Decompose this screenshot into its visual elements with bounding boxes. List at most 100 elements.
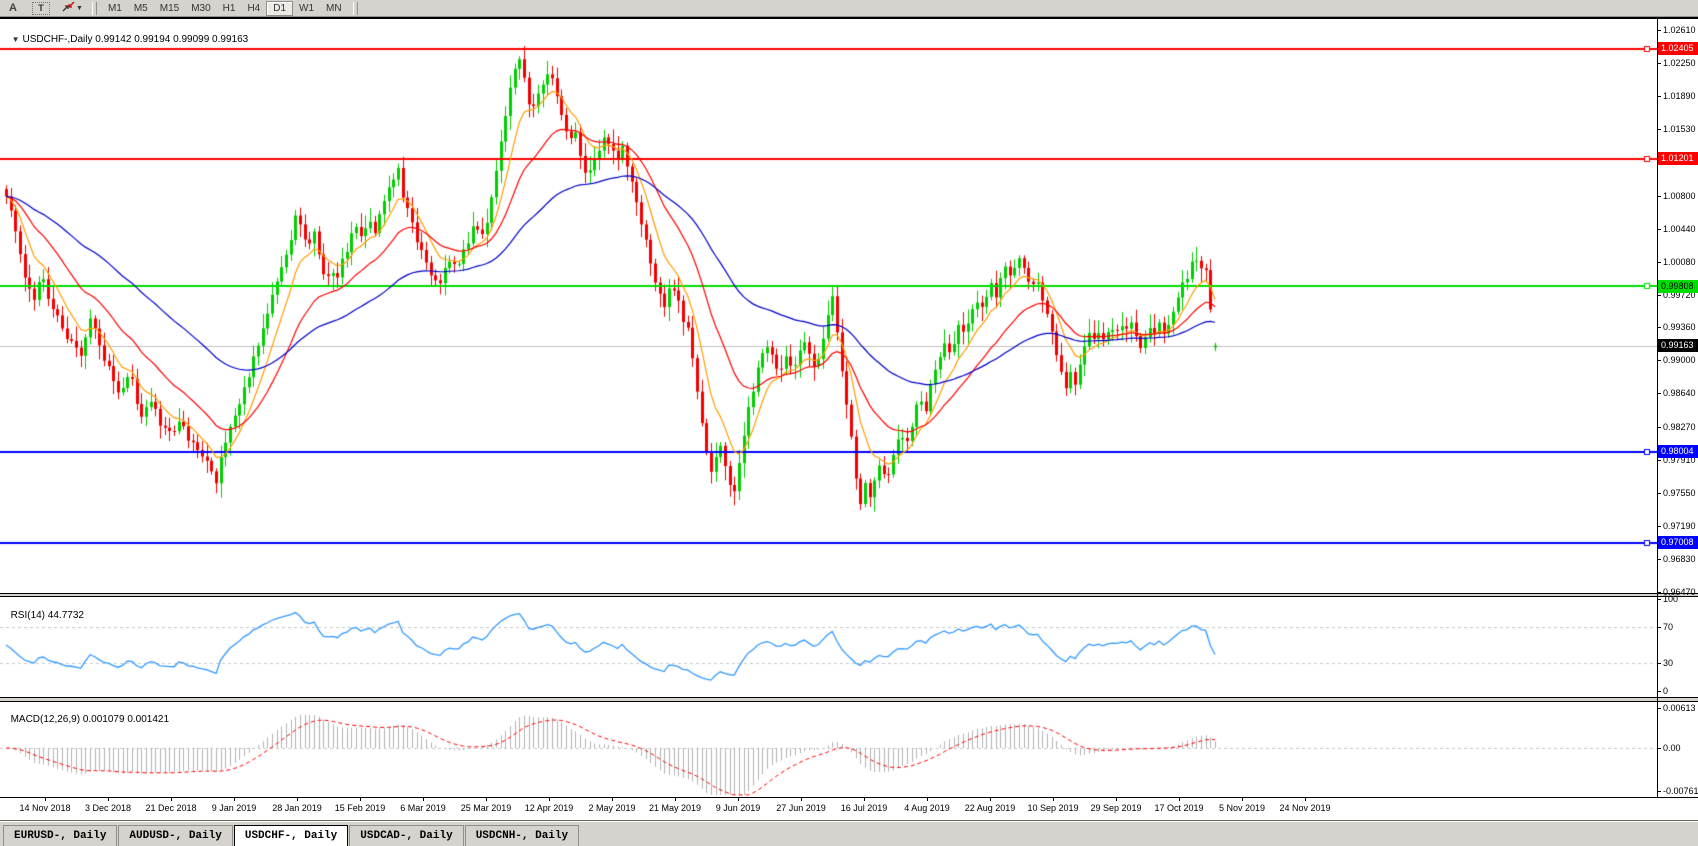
chart-tab-usdchf[interactable]: USDCHF-, Daily xyxy=(233,825,349,846)
date-label: 9 Jun 2019 xyxy=(715,803,761,813)
date-tick xyxy=(1053,798,1054,801)
chart-symbol-period: USDCHF-,Daily xyxy=(22,34,93,45)
rsi-tick-dash xyxy=(1657,627,1661,628)
toolbar-separator xyxy=(91,1,97,15)
text-tool-button[interactable]: T xyxy=(32,1,50,15)
price-tick: 0.99360 xyxy=(1663,322,1696,332)
date-label: 21 May 2019 xyxy=(648,803,702,813)
rsi-indicator-canvas[interactable] xyxy=(0,597,1657,697)
chart-tab-usdcad[interactable]: USDCAD-, Daily xyxy=(349,825,464,846)
price-tick-dash xyxy=(1657,63,1661,64)
chart-tab-usdcnh[interactable]: USDCNH-, Daily xyxy=(464,825,580,846)
date-label: 22 Aug 2019 xyxy=(964,803,1016,813)
date-tick xyxy=(612,798,613,801)
date-tick xyxy=(864,798,865,801)
chart-window-border xyxy=(0,17,1698,19)
date-tick xyxy=(1116,798,1117,801)
price-tick: 1.00440 xyxy=(1663,224,1696,234)
price-tick: 1.01530 xyxy=(1663,124,1696,134)
price-tick: 1.00800 xyxy=(1663,191,1696,201)
panel-separator[interactable] xyxy=(0,596,1698,597)
timeframe-button-m5[interactable]: M5 xyxy=(133,2,148,14)
date-tick xyxy=(549,798,550,801)
date-label: 25 Mar 2019 xyxy=(460,803,512,813)
price-tick-dash xyxy=(1657,229,1661,230)
chart-ohlc-values: 0.99142 0.99194 0.99099 0.99163 xyxy=(95,34,249,45)
date-label: 24 Nov 2019 xyxy=(1279,803,1331,813)
rsi-tick: 0 xyxy=(1663,686,1669,696)
price-tick-dash xyxy=(1657,96,1661,97)
macd-tick: 0.00613 xyxy=(1663,703,1696,713)
date-tick xyxy=(108,798,109,801)
price-tick-dash xyxy=(1657,30,1661,31)
rsi-tick: 30 xyxy=(1663,658,1674,668)
panel-separator[interactable] xyxy=(0,593,1698,594)
macd-name: MACD(12,26,9) xyxy=(10,714,81,725)
date-label: 14 Nov 2018 xyxy=(19,803,71,813)
date-tick xyxy=(738,798,739,801)
price-tick: 1.00080 xyxy=(1663,257,1696,267)
date-tick xyxy=(423,798,424,801)
price-chart-canvas[interactable] xyxy=(0,19,1657,593)
price-tick: 0.96830 xyxy=(1663,554,1696,564)
price-tick-dash xyxy=(1657,360,1661,361)
price-tick: 1.01890 xyxy=(1663,91,1696,101)
macd-indicator-canvas[interactable] xyxy=(0,702,1657,797)
timeframe-button-w1[interactable]: W1 xyxy=(299,2,315,14)
price-tick: 0.96470 xyxy=(1663,587,1696,597)
rsi-name: RSI(14) xyxy=(10,610,46,621)
timeframe-button-d1[interactable]: D1 xyxy=(266,0,294,16)
date-label: 21 Dec 2018 xyxy=(145,803,197,813)
price-tick-dash xyxy=(1657,295,1661,296)
macd-main-value: 0.001079 xyxy=(82,714,125,725)
date-label: 27 Jun 2019 xyxy=(776,803,826,813)
timeframe-button-h4[interactable]: H4 xyxy=(247,2,261,14)
rsi-indicator-label: RSI(14) 44.7732 xyxy=(5,599,84,621)
price-tick-dash xyxy=(1657,262,1661,263)
price-tick: 0.98270 xyxy=(1663,422,1696,432)
cursor-tool-button[interactable]: A xyxy=(9,2,17,14)
date-tick xyxy=(234,798,235,801)
rsi-tick-dash xyxy=(1657,663,1661,664)
panel-separator[interactable] xyxy=(0,701,1698,702)
date-label: 9 Jan 2019 xyxy=(211,803,257,813)
price-tick: 0.99720 xyxy=(1663,290,1696,300)
price-tick: 1.02610 xyxy=(1663,25,1696,35)
date-tick xyxy=(801,798,802,801)
panel-separator xyxy=(0,797,1698,798)
date-tick xyxy=(675,798,676,801)
time-axis: 14 Nov 2018 3 Dec 2018 21 Dec 2018 9 Jan 20… xyxy=(0,798,1698,820)
level-label-1.01201: 1.01201 xyxy=(1658,152,1698,165)
collapse-triangle-icon[interactable]: ▼ xyxy=(11,35,20,44)
date-label: 16 Jul 2019 xyxy=(840,803,888,813)
price-tick: 1.02250 xyxy=(1663,58,1696,68)
rsi-tick-dash xyxy=(1657,691,1661,692)
timeframe-button-m15[interactable]: M15 xyxy=(159,2,180,14)
date-label: 17 Oct 2019 xyxy=(1154,803,1204,813)
macd-indicator-label: MACD(12,26,9) 0.001079 0.001421 xyxy=(5,703,169,725)
chart-tab-bar: EURUSD-, Daily AUDUSD-, Daily USDCHF-, Dai… xyxy=(0,821,1698,846)
date-tick xyxy=(990,798,991,801)
price-tick-dash xyxy=(1657,393,1661,394)
arrow-objects-button[interactable]: ▼ xyxy=(58,1,87,16)
price-tick: 0.97910 xyxy=(1663,455,1696,465)
chart-window-border xyxy=(0,820,1698,821)
macd-signal-value: 0.001421 xyxy=(127,714,170,725)
timeframe-button-m30[interactable]: M30 xyxy=(191,2,211,14)
panel-separator[interactable] xyxy=(0,697,1698,698)
date-label: 6 Mar 2019 xyxy=(400,803,446,813)
timeframe-button-h1[interactable]: H1 xyxy=(222,2,236,14)
chevron-down-icon: ▼ xyxy=(76,4,83,12)
chart-tab-eurusd[interactable]: EURUSD-, Daily xyxy=(3,825,118,846)
toolbar: A T ▼ M1 M5 M15 M30 H1 H4 D1 W1 MN xyxy=(0,0,1698,17)
rsi-tick-dash xyxy=(1657,599,1661,600)
timeframe-button-mn[interactable]: MN xyxy=(326,2,342,14)
price-tick-dash xyxy=(1657,196,1661,197)
macd-tick: -0.00761 xyxy=(1663,786,1698,796)
price-tick-dash xyxy=(1657,129,1661,130)
chart-tab-audusd[interactable]: AUDUSD-, Daily xyxy=(118,825,233,846)
timeframe-button-m1[interactable]: M1 xyxy=(107,2,122,14)
price-tick-dash xyxy=(1657,592,1661,593)
price-tick-dash xyxy=(1657,559,1661,560)
